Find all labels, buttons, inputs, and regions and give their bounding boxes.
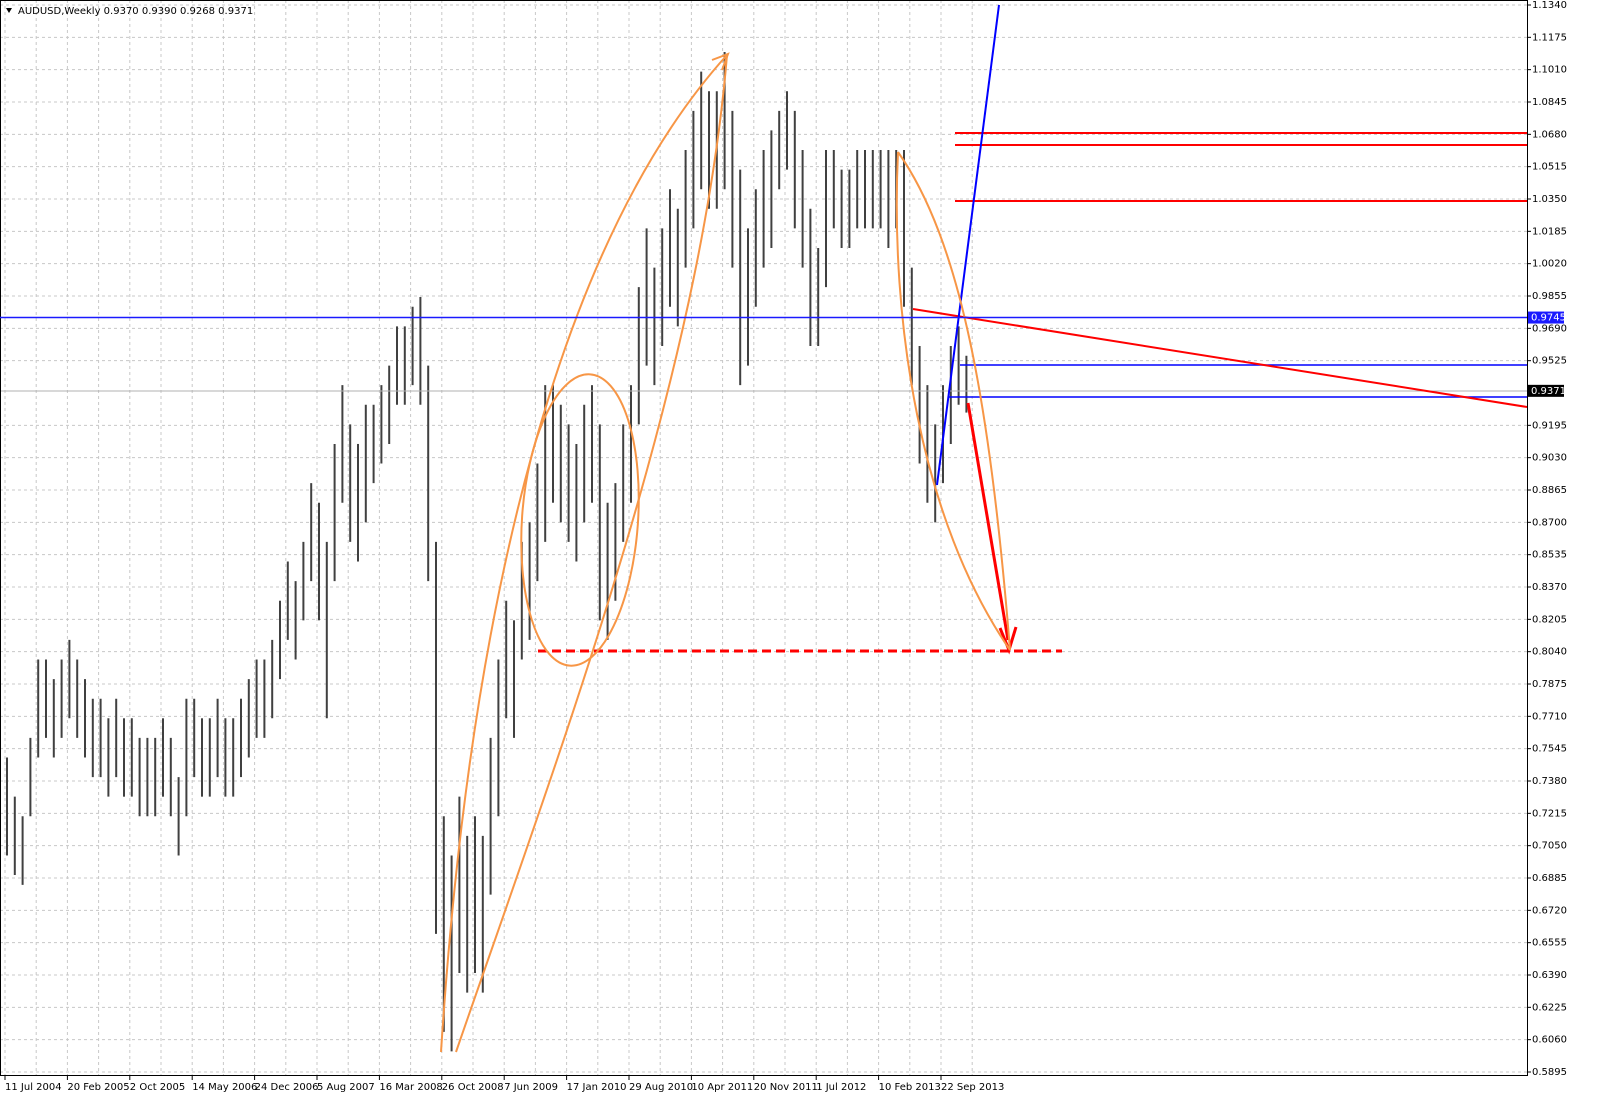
y-tick-label: 1.0845: [1532, 97, 1567, 108]
x-tick-label: 29 Aug 2010: [629, 1082, 693, 1093]
ellipse: [520, 373, 640, 667]
y-tick-label: 0.6060: [1532, 1035, 1567, 1046]
y-tick-label: 0.9030: [1532, 453, 1567, 464]
y-tick-label: 0.6720: [1532, 905, 1567, 916]
arrow-head: [711, 52, 730, 71]
grid: [0, 0, 1527, 1075]
y-tick-label: 1.0680: [1532, 129, 1567, 140]
x-tick-label: 10 Apr 2011: [691, 1082, 753, 1093]
x-tick-label: 2 Oct 2005: [130, 1082, 185, 1093]
bars: [6, 52, 968, 1052]
plot-frame: [0, 0, 1528, 1076]
y-tick-label: 1.0350: [1532, 194, 1567, 205]
trend-line: [936, 4, 1000, 486]
curve: [895, 151, 1011, 651]
x-tick-label: 26 Oct 2008: [442, 1082, 504, 1093]
y-tick-label: 0.7215: [1532, 808, 1567, 819]
price-label: 0.9745: [1531, 313, 1566, 324]
y-tick-label: 1.1010: [1532, 65, 1567, 76]
x-tick-label: 7 Jun 2009: [504, 1082, 558, 1093]
arrow: [966, 402, 1010, 641]
y-tick-label: 0.7875: [1532, 679, 1567, 690]
x-tick-label: 1 Jul 2012: [816, 1082, 866, 1093]
y-tick-label: 1.0185: [1532, 226, 1567, 237]
y-tick-label: 0.9855: [1532, 291, 1567, 302]
x-tick-label: 20 Nov 2011: [754, 1082, 818, 1093]
y-tick-label: 0.8205: [1532, 614, 1567, 625]
y-tick-label: 0.8535: [1532, 550, 1567, 561]
x-tick-label: 16 Mar 2008: [379, 1082, 442, 1093]
y-tick-label: 0.8370: [1532, 582, 1567, 593]
curve: [897, 151, 1011, 651]
x-tick-label: 10 Feb 2013: [879, 1082, 941, 1093]
y-tick-label: 0.8865: [1532, 485, 1567, 496]
price-label-box: [1528, 311, 1564, 324]
trend-line: [912, 308, 1528, 408]
x-tick-label: 24 Dec 2006: [255, 1082, 319, 1093]
y-tick-label: 0.7545: [1532, 744, 1567, 755]
x-tick-label: 22 Sep 2013: [941, 1082, 1004, 1093]
y-tick-label: 0.6390: [1532, 970, 1567, 981]
y-tick-label: 0.5895: [1532, 1067, 1567, 1078]
drawings: [0, 4, 1528, 1053]
y-tick-label: 1.0515: [1532, 162, 1567, 173]
y-tick-label: 0.9525: [1532, 356, 1567, 367]
y-tick-label: 1.1340: [1532, 0, 1567, 11]
price-label-box: [1528, 384, 1564, 397]
x-tick-label: 11 Jul 2004: [5, 1082, 62, 1093]
chart-title: AUDUSD,Weekly 0.9370 0.9390 0.9268 0.937…: [18, 6, 253, 17]
x-tick-label: 20 Feb 2005: [67, 1082, 129, 1093]
y-tick-label: 0.7710: [1532, 711, 1567, 722]
x-tick-label: 5 Aug 2007: [317, 1082, 375, 1093]
y-tick-label: 1.0020: [1532, 259, 1567, 270]
y-tick-label: 0.7380: [1532, 776, 1567, 787]
curve: [440, 54, 728, 1053]
price-label: 0.9371: [1531, 386, 1566, 397]
y-tick-label: 0.8040: [1532, 647, 1567, 658]
y-tick-label: 1.1175: [1532, 32, 1567, 43]
y-tick-label: 0.8700: [1532, 517, 1567, 528]
curve: [455, 54, 728, 1053]
x-tick-label: 14 May 2006: [192, 1082, 257, 1093]
y-tick-label: 0.6225: [1532, 1002, 1567, 1013]
y-tick-label: 0.9690: [1532, 323, 1567, 334]
y-tick-label: 0.7050: [1532, 841, 1567, 852]
y-tick-label: 0.9195: [1532, 420, 1567, 431]
axes: 1.1340 1.1175 1.1010 1.0845 1.0680 1.0515 1.03…: [0, 0, 1567, 1093]
y-tick-label: 0.6555: [1532, 938, 1567, 949]
x-tick-label: 17 Jan 2010: [567, 1082, 627, 1093]
y-tick-label: 0.6885: [1532, 873, 1567, 884]
menu-arrow: [6, 8, 12, 13]
